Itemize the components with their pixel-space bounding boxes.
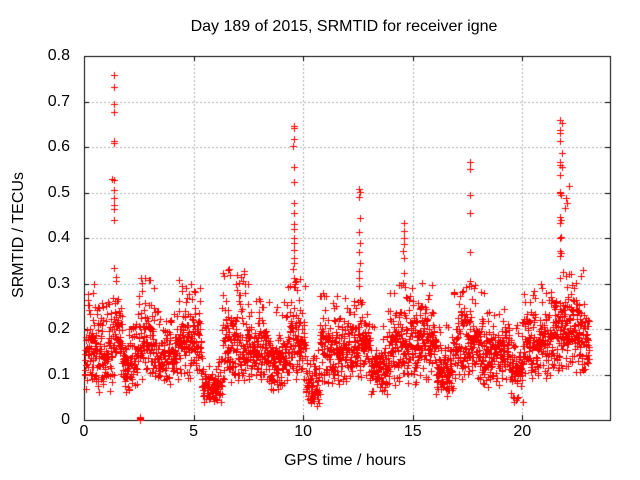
y-tick-label: 0.2 [47,320,70,337]
y-tick-label: 0.4 [47,229,70,246]
y-tick-label: 0 [61,411,70,428]
y-tick-label: 0.7 [47,92,70,110]
x-tick-label: 15 [403,423,422,440]
x-axis-label: GPS time / hours [284,452,406,469]
x-tick-label: 0 [79,423,89,440]
y-tick-label: 0.8 [47,47,70,64]
x-tick-label: 20 [513,423,532,440]
y-tick-label: 0.3 [47,274,70,292]
x-tick-label: 5 [189,423,199,440]
y-tick-label: 0.6 [47,138,70,155]
y-tick-label: 0.5 [47,183,70,201]
y-tick-label: 0.1 [47,365,70,383]
chart-title: Day 189 of 2015, SRMTID for receiver ign… [190,18,498,35]
x-tick-label: 10 [294,423,313,440]
